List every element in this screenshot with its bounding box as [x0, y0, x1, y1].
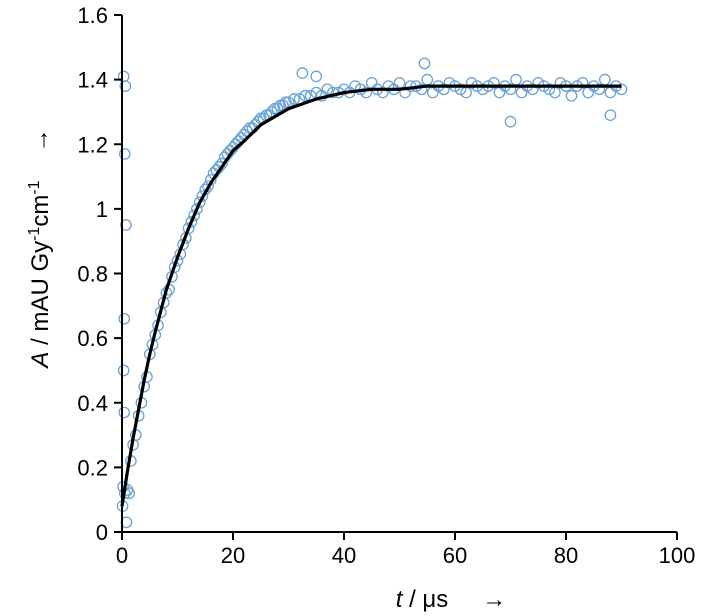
- data-point: [243, 122, 256, 134]
- x-tick-label: 100: [659, 543, 696, 568]
- data-point: [296, 67, 309, 80]
- data-point: [493, 86, 506, 99]
- axes: 0 0.2 0.4 0.6 0.8 1 1.2 1.4 1.6 0 20 40 60 80 100: [77, 3, 695, 568]
- data-point: [117, 364, 130, 377]
- y-axis-unit-a: / mAU Gy: [27, 241, 54, 352]
- data-point: [418, 57, 431, 70]
- data-point: [504, 115, 517, 128]
- data-point: [598, 73, 611, 86]
- x-axis-unit: / μs: [402, 586, 448, 613]
- data-point: [543, 83, 556, 96]
- data-point: [360, 86, 373, 99]
- data-point: [182, 222, 195, 235]
- data-point: [510, 73, 522, 86]
- y-axis-label: A / mAU Gy-1cm-1→: [26, 128, 54, 369]
- data-point: [393, 77, 406, 89]
- data-point: [299, 89, 311, 102]
- y-axis-var: A: [27, 352, 54, 370]
- data-point: [185, 215, 198, 228]
- data-point: [532, 77, 545, 89]
- data-point: [118, 148, 131, 160]
- y-tick-label: 1.2: [77, 132, 108, 157]
- data-point: [476, 83, 489, 96]
- x-axis-var: t: [396, 586, 404, 613]
- data-point: [604, 109, 617, 122]
- fit-line: [120, 84, 622, 507]
- y-tick-label: 0.8: [77, 262, 108, 287]
- data-point: [487, 77, 500, 89]
- data-point: [196, 190, 209, 202]
- x-axis-label: t / μs →: [396, 586, 507, 613]
- data-point: [515, 86, 528, 99]
- y-axis-unit-b: cm: [27, 195, 54, 227]
- data-point: [118, 312, 131, 325]
- y-tick-label: 1.6: [77, 3, 108, 28]
- data-point: [321, 83, 334, 96]
- x-axis-arrow: →: [482, 586, 506, 613]
- x-tick-label: 40: [332, 543, 356, 568]
- x-tick-label: 80: [554, 543, 578, 568]
- data-point: [193, 196, 206, 209]
- data-point: [382, 80, 395, 92]
- data-point: [119, 80, 132, 92]
- data-point: [582, 86, 595, 99]
- data-point: [504, 83, 517, 96]
- data-point: [118, 406, 131, 419]
- data-point: [365, 77, 378, 89]
- data-point: [120, 219, 132, 231]
- y-tick-label: 0.4: [77, 391, 108, 416]
- data-point: [202, 180, 214, 193]
- data-point: [338, 83, 350, 96]
- y-axis-sup-1: -1: [26, 227, 43, 241]
- y-axis-arrow: →: [27, 128, 54, 152]
- data-point: [279, 96, 292, 109]
- plot-area: [116, 57, 628, 529]
- data-point: [554, 77, 567, 89]
- data-point: [565, 89, 578, 102]
- y-tick-label: 1: [96, 197, 108, 222]
- data-point: [288, 93, 300, 105]
- data-point: [310, 70, 323, 83]
- x-tick-label: 60: [443, 543, 467, 568]
- data-point: [188, 209, 200, 222]
- data-point: [443, 77, 456, 89]
- data-point: [604, 86, 617, 99]
- data-point: [191, 203, 203, 215]
- data-point: [421, 73, 434, 86]
- y-tick-label: 0.2: [77, 455, 108, 480]
- x-tick-label: 0: [116, 543, 128, 568]
- y-tick-label: 0.6: [77, 326, 108, 351]
- y-tick-label: 1.4: [77, 68, 108, 93]
- data-point: [415, 83, 428, 96]
- x-tick-label: 20: [221, 543, 245, 568]
- data-point: [454, 83, 467, 96]
- y-axis-sup-2: -1: [26, 180, 43, 194]
- data-point: [274, 99, 287, 112]
- data-point: [268, 102, 281, 115]
- data-point: [465, 77, 478, 89]
- data-point: [426, 86, 439, 99]
- y-tick-label: 0: [96, 520, 108, 545]
- data-point: [615, 83, 628, 96]
- data-point: [576, 77, 589, 89]
- data-point: [593, 83, 606, 96]
